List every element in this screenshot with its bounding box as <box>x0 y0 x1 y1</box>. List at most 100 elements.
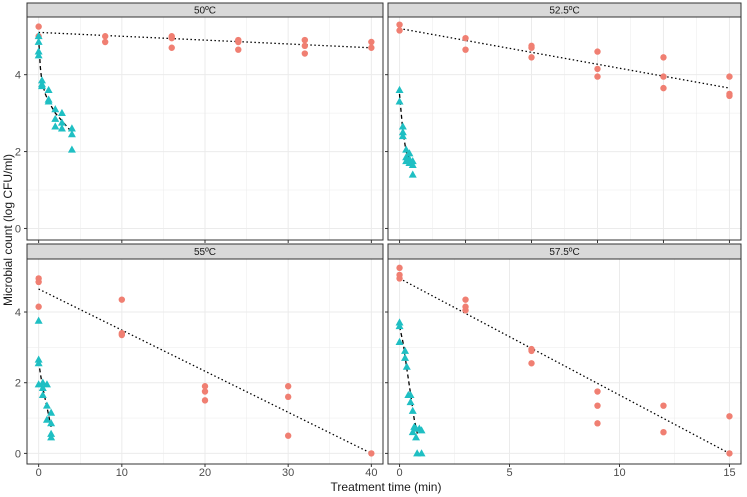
data-point-triangle <box>42 380 51 388</box>
x-tick-label: 10 <box>116 467 128 479</box>
data-point-triangle <box>398 128 407 136</box>
data-point-circle <box>35 23 42 30</box>
y-tick-label: 2 <box>15 147 21 159</box>
y-axis-label: Microbial count (log CFU/ml) <box>1 154 15 306</box>
fit-line-dashed <box>37 361 52 428</box>
data-point-triangle <box>57 108 66 117</box>
data-point-circle <box>201 383 209 390</box>
data-point-circle <box>726 92 733 100</box>
data-point-triangle <box>51 105 60 113</box>
facet-title: 55ºC <box>194 247 216 258</box>
data-point-circle <box>368 450 375 457</box>
data-point-triangle <box>406 397 415 406</box>
data-point-circle <box>660 428 667 436</box>
data-point-triangle <box>401 346 410 354</box>
data-point-circle <box>660 84 667 92</box>
data-point-triangle <box>408 160 417 168</box>
data-point-triangle <box>417 449 426 457</box>
data-point-triangle <box>406 390 415 399</box>
data-point-triangle <box>401 353 410 361</box>
data-point-circle <box>462 307 469 314</box>
data-point-triangle <box>408 170 417 178</box>
x-tick-label: 40 <box>365 467 377 479</box>
panel-border <box>387 16 742 241</box>
data-point-circle <box>594 48 601 55</box>
data-point-triangle <box>51 114 60 122</box>
data-point-triangle <box>34 32 43 40</box>
data-point-circle <box>35 278 42 286</box>
fit-line-dotted <box>38 288 372 454</box>
data-point-circle <box>660 54 667 61</box>
data-point-triangle <box>34 37 43 45</box>
data-point-triangle <box>47 408 56 416</box>
data-point-circle <box>528 54 535 61</box>
data-point-circle <box>168 34 175 42</box>
data-point-triangle <box>51 122 60 130</box>
data-point-circle <box>168 44 175 51</box>
data-point-triangle <box>412 433 421 441</box>
data-point-circle <box>462 34 469 42</box>
data-point-circle <box>284 432 292 439</box>
data-point-triangle <box>408 156 417 165</box>
data-point-triangle <box>405 149 414 157</box>
facet-title: 57.5ºC <box>549 247 579 258</box>
data-point-triangle <box>67 145 76 153</box>
data-point-triangle <box>398 131 407 140</box>
y-tick-label: 4 <box>15 307 21 319</box>
data-point-triangle <box>395 85 404 93</box>
data-point-circle <box>396 21 403 28</box>
panel-border <box>387 258 742 465</box>
data-point-triangle <box>67 124 76 132</box>
data-point-circle <box>594 73 601 80</box>
data-point-circle <box>235 46 242 53</box>
fit-line-dashed <box>398 93 414 164</box>
data-point-triangle <box>398 122 407 130</box>
facet-panel-4: 57.5ºC 0 5 10 15 <box>385 243 742 479</box>
data-point-triangle <box>34 47 43 55</box>
x-tick-label: 30 <box>282 467 294 479</box>
data-point-circle <box>35 303 42 310</box>
data-point-circle <box>660 73 667 80</box>
data-point-triangle <box>408 406 417 414</box>
y-tick-label: 0 <box>15 448 21 460</box>
data-point-triangle <box>57 118 66 126</box>
data-point-circle <box>462 46 469 53</box>
data-point-circle <box>528 360 535 367</box>
y-tick-label: 0 <box>15 223 21 235</box>
data-point-circle <box>101 38 109 46</box>
data-point-triangle <box>38 383 47 391</box>
data-point-circle <box>284 383 292 390</box>
data-point-circle <box>528 44 535 51</box>
data-point-triangle <box>47 419 56 427</box>
data-point-triangle <box>42 401 51 409</box>
data-point-triangle <box>67 130 76 138</box>
x-tick-label: 15 <box>723 467 735 479</box>
data-point-triangle <box>34 316 43 324</box>
facet-panel-1: 50ºC0240255075100 <box>15 2 384 255</box>
data-point-circle <box>594 388 601 395</box>
data-point-triangle <box>44 85 53 93</box>
y-tick-label: 2 <box>15 378 21 390</box>
data-point-circle <box>594 420 601 427</box>
x-tick-label: 20 <box>199 467 211 479</box>
data-point-triangle <box>38 390 47 399</box>
data-point-circle <box>660 402 667 409</box>
data-point-triangle <box>417 426 426 434</box>
data-point-circle <box>368 44 375 51</box>
data-point-triangle <box>42 415 51 423</box>
fit-line-dashed <box>37 38 73 133</box>
data-point-circle <box>235 38 242 46</box>
x-tick-label: 5 <box>506 467 512 479</box>
x-axis-label: Treatment time (min) <box>331 480 442 494</box>
data-point-circle <box>726 413 733 420</box>
data-point-circle <box>462 296 469 303</box>
facet-title: 50ºC <box>194 6 216 17</box>
y-tick-label: 4 <box>15 70 21 82</box>
x-tick-label: 10 <box>613 467 625 479</box>
data-point-circle <box>201 397 209 404</box>
data-point-triangle <box>395 97 404 105</box>
facet-panel-2: 52.5ºC01020304050 <box>385 2 742 255</box>
data-point-triangle <box>38 378 47 386</box>
